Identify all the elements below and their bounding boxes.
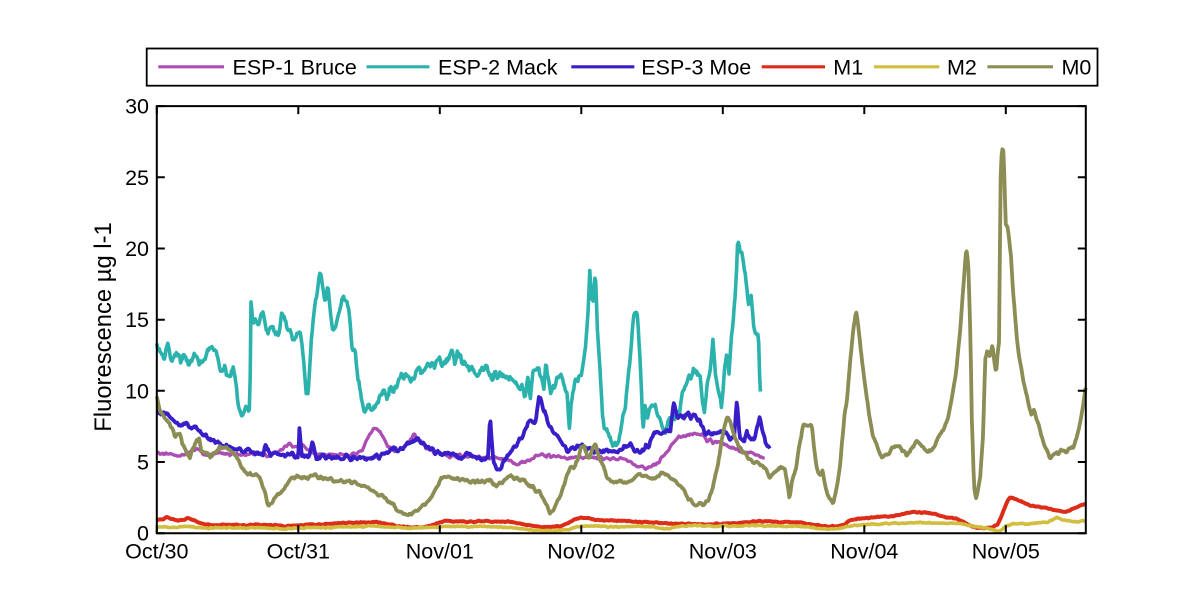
- svg-text:M0: M0: [1062, 56, 1092, 80]
- svg-text:ESP-3 Moe: ESP-3 Moe: [641, 56, 751, 80]
- svg-text:Nov/04: Nov/04: [830, 540, 898, 564]
- svg-text:10: 10: [125, 379, 149, 403]
- svg-text:5: 5: [137, 451, 149, 475]
- svg-text:M2: M2: [947, 56, 977, 80]
- svg-text:30: 30: [125, 95, 149, 119]
- svg-text:ESP-2 Mack: ESP-2 Mack: [438, 56, 558, 80]
- svg-text:15: 15: [125, 308, 149, 332]
- svg-text:Oct/30: Oct/30: [125, 540, 188, 564]
- svg-text:Nov/03: Nov/03: [689, 540, 757, 564]
- svg-text:Nov/05: Nov/05: [972, 540, 1040, 564]
- svg-text:M1: M1: [833, 56, 863, 80]
- svg-text:25: 25: [125, 166, 149, 190]
- svg-text:Oct/31: Oct/31: [267, 540, 330, 564]
- svg-text:Nov/02: Nov/02: [547, 540, 615, 564]
- svg-text:Fluorescence µg l-1: Fluorescence µg l-1: [90, 222, 117, 431]
- svg-text:0: 0: [137, 522, 149, 546]
- svg-text:Nov/01: Nov/01: [406, 540, 474, 564]
- svg-text:20: 20: [125, 237, 149, 261]
- svg-text:ESP-1 Bruce: ESP-1 Bruce: [233, 56, 357, 80]
